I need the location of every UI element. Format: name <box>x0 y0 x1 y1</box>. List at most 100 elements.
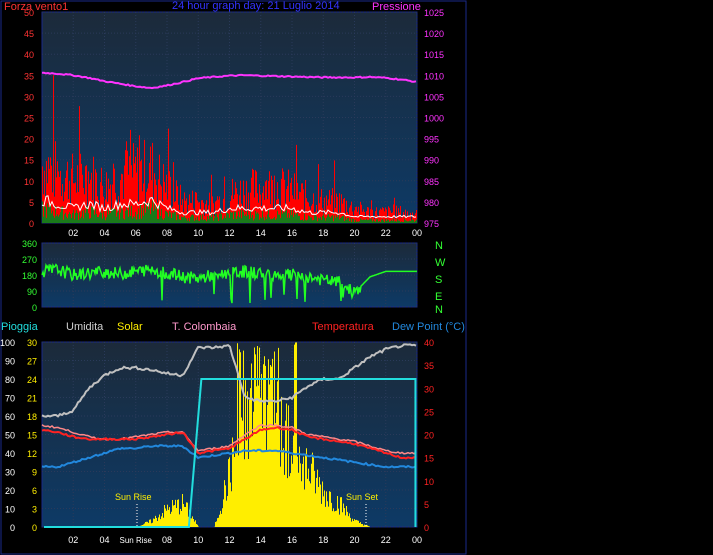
p1-x-tick-label: 10 <box>193 228 203 238</box>
p1-right-tick-label: 980 <box>424 198 439 208</box>
dir-label-n-top: N <box>435 240 443 252</box>
p3-left-outer-tick-label: 0 <box>10 523 15 533</box>
p3-left-outer-tick-label: 50 <box>5 431 15 441</box>
p3-x-tick-label: 10 <box>193 535 203 545</box>
p1-left-tick-label: 45 <box>24 29 34 39</box>
p3-left-outer-tick-label: 80 <box>5 375 15 385</box>
p2-left-tick-label: 180 <box>22 271 37 281</box>
p1-left-tick-label: 10 <box>24 177 34 187</box>
p3-right-tick-label: 20 <box>424 431 434 441</box>
wind-average-line <box>41 195 417 219</box>
p1-right-tick-label: 975 <box>424 219 439 229</box>
panel2-marks <box>41 262 417 304</box>
sun-set-label: Sun Set <box>346 492 379 502</box>
p1-x-tick-label: 12 <box>224 228 234 238</box>
panel3-axes: 0 10 20 30 40 50 60 70 80 90 10 00 3 6 9 12 15 18 21 24 27 30… <box>0 338 434 545</box>
p3-x-tick-label: Sun Rise <box>120 536 153 545</box>
p3-left-inner-tick-label: 15 <box>27 431 37 441</box>
p1-x-tick-label: 08 <box>162 228 172 238</box>
p3-left-outer-tick-label: 40 <box>5 449 15 459</box>
p1-right-tick-label: 1025 <box>424 8 444 18</box>
dir-label-w: W <box>435 257 446 269</box>
panel3-marks <box>41 342 417 528</box>
p3-x-tick-label: 04 <box>99 535 109 545</box>
temperature-line <box>41 425 417 460</box>
p1-left-tick-label: 35 <box>24 71 34 81</box>
panel1-axes: 0510152025303540455097598098599099510001… <box>24 8 444 238</box>
p1-x-tick-label: 20 <box>349 228 359 238</box>
p3-x-tick-label: 02 <box>68 535 78 545</box>
legend-rain: Pioggia <box>1 321 39 333</box>
dir-label-s: S <box>435 274 442 286</box>
p3-x-tick-label: 12 <box>224 535 234 545</box>
p3-x-tick-label: 18 <box>318 535 328 545</box>
legend-dewpoint: Dew Point (°C) <box>392 321 465 333</box>
panel3-grid <box>42 341 418 528</box>
p1-x-tick-label: 16 <box>287 228 297 238</box>
p3-left-inner-tick-label: 24 <box>27 375 37 385</box>
p3-right-tick-label: 35 <box>424 361 434 371</box>
p1-right-tick-label: 1015 <box>424 50 444 60</box>
p1-x-tick-label: 14 <box>256 228 266 238</box>
p2-left-tick-label: 0 <box>32 303 37 313</box>
p1-x-tick-label: 02 <box>68 228 78 238</box>
p1-x-tick-label: 06 <box>131 228 141 238</box>
p3-left-inner-tick-label: 12 <box>27 449 37 459</box>
dewpoint-line <box>41 444 417 469</box>
p3-left-outer-tick-label: 30 <box>5 468 15 478</box>
p1-left-tick-label: 40 <box>24 50 34 60</box>
p3-right-tick-label: 5 <box>424 500 429 510</box>
p3-left-outer-tick-label: 10 <box>5 505 15 515</box>
chart-title: 24 hour graph day: 21 Luglio 2014 <box>172 0 340 12</box>
p3-x-tick-label: 20 <box>349 535 359 545</box>
p3-left-inner-tick-label: 6 <box>32 486 37 496</box>
legend-temperature: Temperatura <box>312 321 375 333</box>
p3-x-tick-label: 14 <box>256 535 266 545</box>
panel1-marks <box>41 71 417 223</box>
p3-right-tick-label: 25 <box>424 407 434 417</box>
p1-left-tick-label: 20 <box>24 135 34 145</box>
sun-rise-label: Sun Rise <box>115 492 152 502</box>
p3-left-inner-tick-label: 9 <box>32 468 37 478</box>
wind-axis-title: Forza vento1 <box>4 1 68 13</box>
wind-direction-line <box>41 262 417 304</box>
p1-right-tick-label: 1000 <box>424 114 444 124</box>
outer-border <box>0 0 467 555</box>
p3-left-outer-tick-label: 90 <box>5 357 15 367</box>
p1-right-tick-label: 995 <box>424 135 439 145</box>
p3-left-inner-tick-label: 18 <box>27 412 37 422</box>
p3-left-inner-tick-label: 21 <box>27 394 37 404</box>
legend-colombaia: T. Colombaia <box>172 321 237 333</box>
p3-x-tick-label: 22 <box>381 535 391 545</box>
p3-right-tick-label: 15 <box>424 454 434 464</box>
panel2-axes: 0 90 180 270 360 <box>22 239 37 313</box>
legend-humidity: Umidita <box>66 321 104 333</box>
p1-right-tick-label: 1005 <box>424 92 444 102</box>
p1-x-tick-label: 00 <box>412 228 422 238</box>
p1-left-tick-label: 30 <box>24 92 34 102</box>
p3-right-tick-label: 30 <box>424 384 434 394</box>
p3-left-inner-tick-label: 27 <box>27 357 37 367</box>
p3-right-tick-label: 40 <box>424 338 434 348</box>
p2-left-tick-label: 360 <box>22 239 37 249</box>
dir-label-e: E <box>435 291 442 303</box>
p2-left-tick-label: 270 <box>22 255 37 265</box>
humidity-line <box>41 343 417 418</box>
dir-label-n-bottom: N <box>435 304 443 316</box>
p3-x-tick-label: 08 <box>162 535 172 545</box>
p3-x-tick-label: 00 <box>412 535 422 545</box>
p3-x-tick-label: 16 <box>287 535 297 545</box>
p1-left-tick-label: 15 <box>24 156 34 166</box>
legend-solar: Solar <box>117 321 143 333</box>
p3-left-outer-tick-label: 60 <box>5 412 15 422</box>
p3-left-outer-tick-label: 70 <box>5 394 15 404</box>
p2-left-tick-label: 90 <box>27 287 37 297</box>
p1-left-tick-label: 25 <box>24 114 34 124</box>
pressure-axis-title: Pressione <box>372 1 421 13</box>
p3-right-tick-label: 10 <box>424 477 434 487</box>
p3-left-inner-tick-label: 3 <box>32 505 37 515</box>
p3-left-inner-tick-label: 30 <box>27 338 37 348</box>
p3-left-outer-tick-label: 20 <box>5 486 15 496</box>
p1-right-tick-label: 1010 <box>424 71 444 81</box>
